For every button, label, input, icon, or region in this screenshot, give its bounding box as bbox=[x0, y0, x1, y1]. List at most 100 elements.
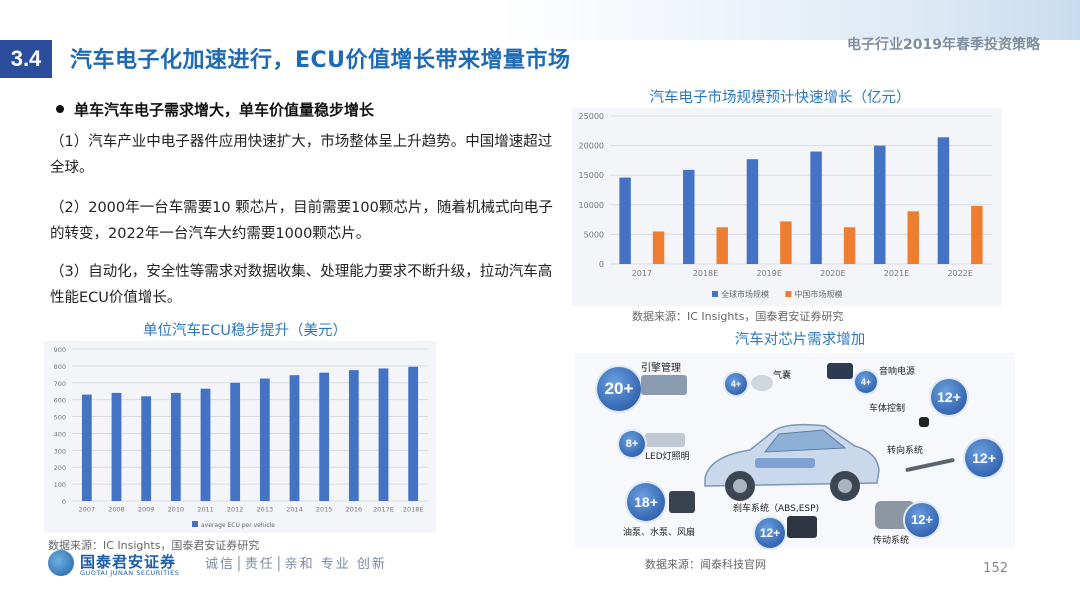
y-tick-label: 0 bbox=[599, 260, 604, 269]
bar-primary bbox=[170, 392, 181, 501]
x-tick-label: 2012 bbox=[227, 506, 244, 514]
bullet-heading: 单车汽车电子需求增大，单车价值量稳步增长 bbox=[56, 99, 374, 120]
x-tick-label: 2019E bbox=[756, 269, 781, 278]
y-tick-label: 25000 bbox=[579, 112, 604, 121]
bar-primary bbox=[111, 392, 122, 501]
ecu-per-vehicle-chart: 0 100 200 300 400 500 600 700 800 900 2007 2008 2009… bbox=[54, 346, 428, 529]
company-name-en: GUOTAI JUNAN SECURITIES bbox=[80, 569, 180, 577]
legend-label: average ECU per vehicle bbox=[201, 522, 275, 529]
bar-primary bbox=[810, 151, 822, 264]
airbag-icon bbox=[751, 375, 773, 391]
transmission-label: 传动系统 bbox=[873, 536, 910, 546]
y-tick-label: 20000 bbox=[579, 142, 604, 151]
bullet-heading-text: 单车汽车电子需求增大，单车价值量稳步增长 bbox=[74, 101, 375, 119]
bar-primary bbox=[141, 396, 152, 501]
x-tick-label: 2017 bbox=[632, 269, 652, 278]
bar-secondary bbox=[652, 231, 665, 264]
bar-primary bbox=[200, 388, 211, 501]
bar-primary bbox=[230, 382, 241, 501]
y-tick-label: 15000 bbox=[579, 171, 604, 180]
market-size-chart: 0 5000 10000 15000 20000 25000 2017 2018E 2019E 2… bbox=[579, 112, 992, 299]
bar-primary bbox=[746, 159, 759, 264]
bar-primary bbox=[683, 169, 695, 264]
x-tick-label: 2008 bbox=[108, 506, 125, 514]
y-tick-label: 900 bbox=[54, 346, 66, 354]
x-tick-label: 2010 bbox=[168, 506, 185, 514]
y-tick-label: 800 bbox=[54, 363, 66, 371]
bar-secondary bbox=[716, 227, 728, 264]
pumps-fans-badge: 18+ bbox=[627, 483, 665, 521]
legend-swatch bbox=[785, 291, 792, 297]
x-tick-label: 2018E bbox=[403, 506, 424, 514]
transmission-badge: 12+ bbox=[905, 503, 939, 537]
paragraph-1: （1）汽车产业中电子器件应用快速扩大，市场整体呈上升趋势。中国增速超过全球。 bbox=[50, 134, 553, 176]
body-control-icon bbox=[919, 417, 929, 427]
bar-primary bbox=[289, 375, 300, 501]
diagram-title: 汽车对芯片需求增加 bbox=[734, 332, 866, 348]
y-tick-label: 300 bbox=[54, 447, 66, 455]
brake-module-icon bbox=[787, 516, 817, 538]
x-tick-label: 2017E bbox=[373, 506, 394, 514]
header-decoration bbox=[500, 0, 1080, 40]
bar-primary bbox=[259, 378, 270, 501]
steering-badge: 12+ bbox=[965, 439, 1003, 477]
car-chip-diagram: 20+ 引擎管理 4+ 气囊 4+ 音响电源 12+ 车体控制 8+ LED灯照… bbox=[575, 353, 1015, 548]
y-tick-label: 0 bbox=[62, 498, 66, 506]
x-tick-label: 2022E bbox=[947, 269, 972, 278]
engine-module-icon bbox=[641, 375, 687, 395]
engine-management-label: 引擎管理 bbox=[641, 363, 681, 374]
audio-power-badge: 4+ bbox=[855, 371, 877, 393]
engine-management-badge: 20+ bbox=[597, 367, 641, 411]
led-lighting-label: LED灯照明 bbox=[645, 452, 690, 462]
x-tick-label: 2021E bbox=[884, 269, 909, 278]
diagram-source: 数据来源：闻泰科技官网 bbox=[645, 558, 766, 571]
led-lighting-badge: 8+ bbox=[619, 431, 645, 457]
x-tick-label: 2018E bbox=[693, 269, 718, 278]
bar-primary bbox=[378, 368, 389, 501]
legend-label: 中国市场规模 bbox=[794, 289, 842, 299]
page-number: 152 bbox=[983, 561, 1008, 576]
bar-primary bbox=[319, 372, 330, 501]
company-logo-icon bbox=[48, 550, 74, 576]
pump-icon bbox=[669, 491, 695, 513]
steering-icon bbox=[905, 457, 955, 473]
legend-label: 全球市场规模 bbox=[721, 289, 769, 299]
led-lamp-icon bbox=[645, 433, 685, 447]
x-tick-label: 2009 bbox=[138, 506, 155, 514]
ecu-chart-title: 单位汽车ECU稳步提升（美元） bbox=[143, 323, 347, 339]
x-tick-label: 2016 bbox=[346, 506, 363, 514]
y-tick-label: 10000 bbox=[579, 201, 604, 210]
bar-primary bbox=[874, 145, 886, 264]
bar-secondary bbox=[907, 211, 919, 264]
bar-secondary bbox=[971, 205, 983, 264]
bar-secondary bbox=[843, 227, 856, 264]
bar-primary bbox=[348, 370, 359, 501]
company-slogan: 诚信│责任│亲和 专业 创新 bbox=[205, 557, 387, 572]
legend-swatch bbox=[712, 291, 718, 297]
x-tick-label: 2007 bbox=[79, 506, 96, 514]
y-tick-label: 400 bbox=[54, 430, 66, 438]
bar-primary bbox=[619, 177, 631, 264]
bar-secondary bbox=[780, 221, 792, 264]
steering-label: 转向系统 bbox=[887, 446, 924, 456]
airbag-badge: 4+ bbox=[725, 373, 747, 395]
legend-swatch bbox=[192, 521, 198, 527]
market-chart-panel bbox=[572, 108, 1002, 306]
y-tick-label: 600 bbox=[54, 397, 66, 405]
market-chart-source: 数据来源：IC Insights，国泰君安证券研究 bbox=[632, 310, 844, 323]
brake-system-badge: 12+ bbox=[755, 518, 785, 548]
y-tick-label: 500 bbox=[54, 414, 66, 422]
y-tick-label: 700 bbox=[54, 380, 66, 388]
report-name: 电子行业2019年春季投资策略 bbox=[847, 37, 1040, 53]
paragraph-3: （3）自动化，安全性等需求对数据收集、处理能力要求不断升级，拉动汽车高性能ECU… bbox=[50, 264, 553, 306]
y-tick-label: 100 bbox=[54, 481, 66, 489]
bar-primary bbox=[937, 137, 950, 264]
audio-power-label: 音响电源 bbox=[879, 367, 916, 377]
x-tick-label: 2015 bbox=[316, 506, 333, 514]
audio-power-icon bbox=[827, 363, 853, 379]
x-tick-label: 2020E bbox=[820, 269, 845, 278]
body-control-label: 车体控制 bbox=[869, 404, 906, 414]
bullet-dot-icon bbox=[56, 104, 64, 113]
ecu-chart-source: 数据来源：IC Insights，国泰君安证券研究 bbox=[48, 539, 260, 552]
